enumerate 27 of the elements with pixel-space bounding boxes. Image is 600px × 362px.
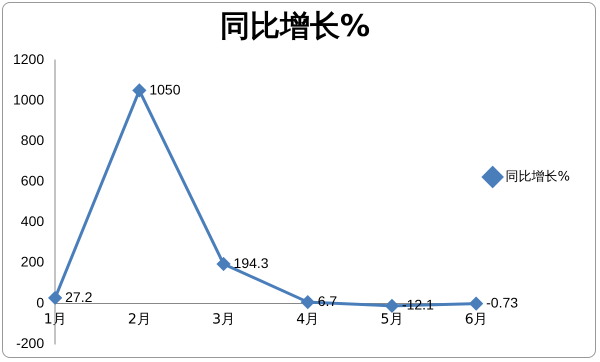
point	[48, 291, 62, 304]
y-tick-label: 1200	[12, 50, 44, 67]
y-tick-label: 0	[36, 294, 44, 310]
chart-title: 同比增长%	[220, 8, 370, 44]
point	[470, 297, 483, 310]
y-tick-label: 200	[20, 254, 44, 270]
data-label: -12.1	[402, 296, 434, 313]
y-tick-label: -200	[16, 334, 44, 351]
data-label: 194.3	[234, 254, 269, 271]
x-tick-label: 6月	[464, 311, 488, 328]
y-tick-label: 400	[20, 213, 44, 230]
x-tick-label: 2月	[128, 311, 151, 328]
y-tick-label: 800	[20, 132, 44, 148]
point	[301, 296, 314, 309]
data-label: 1050	[149, 81, 181, 98]
point	[132, 84, 146, 97]
point	[217, 258, 230, 271]
point	[385, 299, 398, 312]
y-tick-label: 600	[20, 172, 44, 189]
x-tick-label: 3月	[212, 311, 236, 328]
x-tick-label: 1月	[44, 311, 67, 328]
data-label: 27.2	[65, 288, 93, 305]
legend-label: 同比增长%	[506, 169, 570, 184]
x-tick-label: 5月	[380, 311, 404, 328]
x-tick-label: 4月	[296, 311, 320, 328]
y-tick-label: 1000	[12, 91, 44, 108]
data-label: -0.73	[486, 294, 518, 310]
